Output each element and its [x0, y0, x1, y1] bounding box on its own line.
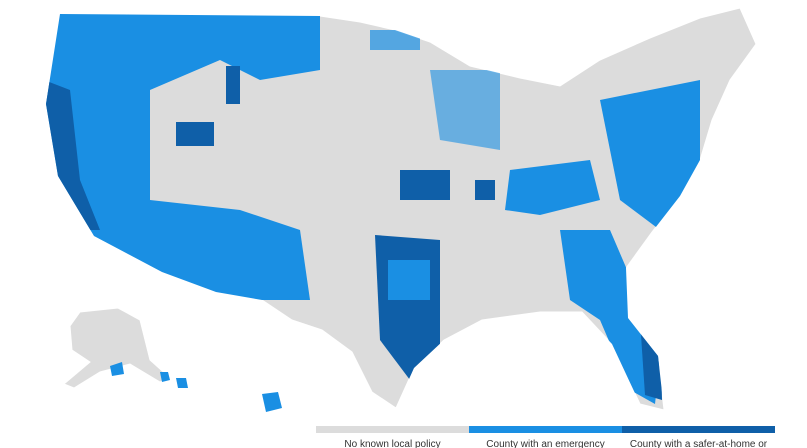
legend-swatch [622, 426, 775, 433]
legend-label: County with an emergency [486, 439, 604, 448]
alaska [63, 307, 171, 389]
legend-label: County with a safer-at-home or [630, 439, 768, 448]
legend-swatch [469, 426, 622, 433]
legend-swatch [316, 426, 469, 433]
legend-label: No known local policy [344, 439, 440, 448]
hawaii [160, 372, 282, 412]
legend: No known local policy County with an emer… [316, 426, 775, 448]
